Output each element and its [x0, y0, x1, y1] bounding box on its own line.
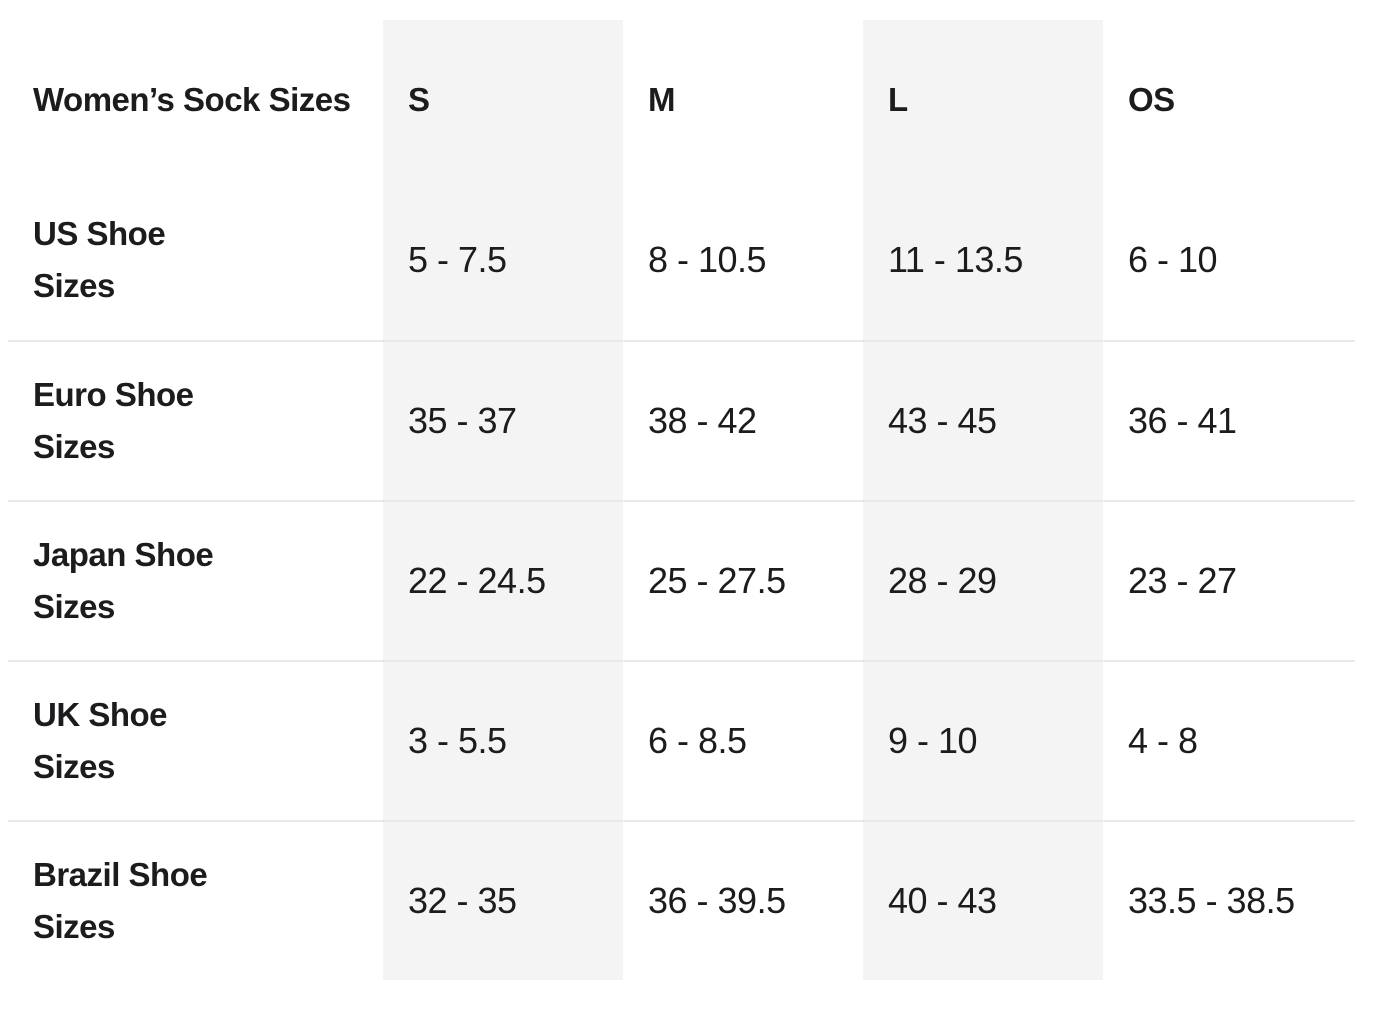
column-header-m: M — [648, 81, 676, 118]
cell-value: 28 - 29 — [863, 502, 1103, 660]
cell-value: 8 - 10.5 — [648, 239, 767, 280]
sock-size-table: Women’s Sock Sizes S M L OS US Shoe Sizes 5… — [8, 20, 1355, 980]
cell-value: 6 - 8.5 — [648, 720, 747, 761]
table-row-brazil-shoe-sizes: Brazil Shoe Sizes 32 - 35 36 - 39.5 40 - 4… — [8, 820, 1355, 980]
cell-value: 32 - 35 — [383, 822, 623, 980]
cell-value: 40 - 43 — [863, 822, 1103, 980]
table-body: US Shoe Sizes 5 - 7.5 8 - 10.5 11 - 13.5 6 … — [8, 180, 1355, 980]
row-label: Japan Shoe Sizes — [33, 536, 214, 625]
cell-value: 3 - 5.5 — [383, 662, 623, 820]
table-row-us-shoe-sizes: US Shoe Sizes 5 - 7.5 8 - 10.5 11 - 13.5 6 … — [8, 180, 1355, 340]
cell-value: 5 - 7.5 — [383, 180, 623, 340]
column-header-s: S — [383, 20, 623, 180]
cell-value: 36 - 39.5 — [648, 880, 786, 921]
table-header-row: Women’s Sock Sizes S M L OS — [8, 20, 1355, 180]
column-header-os: OS — [1128, 81, 1175, 118]
cell-value: 43 - 45 — [863, 342, 1103, 500]
row-label: US Shoe Sizes — [33, 215, 166, 304]
cell-value: 11 - 13.5 — [863, 180, 1103, 340]
cell-value: 23 - 27 — [1128, 560, 1237, 601]
row-label: UK Shoe Sizes — [33, 696, 168, 785]
cell-value: 25 - 27.5 — [648, 560, 786, 601]
cell-value: 9 - 10 — [863, 662, 1103, 820]
table-row-japan-shoe-sizes: Japan Shoe Sizes 22 - 24.5 25 - 27.5 28 - … — [8, 500, 1355, 660]
row-label: Euro Shoe Sizes — [33, 376, 194, 465]
cell-value: 35 - 37 — [383, 342, 623, 500]
table-row-uk-shoe-sizes: UK Shoe Sizes 3 - 5.5 6 - 8.5 9 - 10 4 - 8 — [8, 660, 1355, 820]
cell-value: 6 - 10 — [1128, 239, 1218, 280]
table-title: Women’s Sock Sizes — [33, 81, 351, 118]
cell-value: 33.5 - 38.5 — [1128, 880, 1295, 921]
cell-value: 22 - 24.5 — [383, 502, 623, 660]
row-label: Brazil Shoe Sizes — [33, 856, 208, 945]
cell-value: 4 - 8 — [1128, 720, 1198, 761]
table-row-euro-shoe-sizes: Euro Shoe Sizes 35 - 37 38 - 42 43 - 45 36 … — [8, 340, 1355, 500]
column-header-l: L — [863, 20, 1103, 180]
cell-value: 36 - 41 — [1128, 400, 1237, 441]
cell-value: 38 - 42 — [648, 400, 757, 441]
